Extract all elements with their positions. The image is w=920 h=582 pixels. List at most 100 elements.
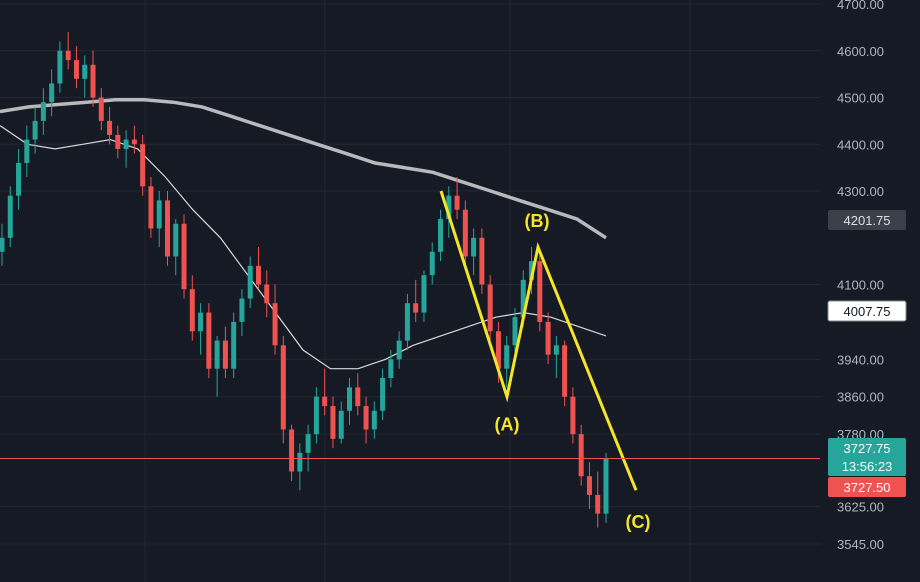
wave-line[interactable] (439, 190, 638, 491)
candle[interactable] (214, 335, 220, 397)
candle[interactable] (297, 443, 303, 491)
candle[interactable] (164, 191, 170, 266)
candle[interactable] (363, 396, 369, 444)
candle-body (570, 396, 576, 435)
candle-body (421, 275, 427, 313)
candle-body (446, 195, 452, 220)
candle[interactable] (24, 125, 30, 177)
candle[interactable] (487, 275, 493, 341)
candle[interactable] (98, 88, 104, 131)
candle[interactable] (173, 219, 179, 276)
candle[interactable] (107, 106, 113, 145)
candle-body (371, 410, 377, 430)
candle[interactable] (7, 186, 13, 248)
candle[interactable] (537, 251, 543, 332)
candle[interactable] (181, 214, 187, 299)
candle[interactable] (65, 32, 71, 70)
candle[interactable] (313, 387, 319, 444)
candle[interactable] (529, 247, 535, 294)
candle[interactable] (338, 401, 344, 444)
candle[interactable] (0, 223, 5, 266)
candle-body (454, 195, 460, 210)
wave-label: (C) (626, 512, 651, 532)
candle-body (471, 237, 477, 257)
candle[interactable] (438, 209, 444, 262)
candle[interactable] (322, 368, 328, 416)
candle[interactable] (404, 293, 410, 350)
candle[interactable] (504, 335, 510, 388)
candle-body (189, 289, 195, 332)
candle-body (429, 251, 435, 276)
candle[interactable] (454, 176, 460, 220)
candle[interactable] (32, 106, 38, 154)
candle[interactable] (388, 349, 394, 388)
candle-body (363, 406, 369, 430)
candle[interactable] (471, 228, 477, 276)
candle[interactable] (131, 125, 137, 154)
candle[interactable] (429, 242, 435, 285)
candle-body (504, 345, 510, 369)
candle[interactable] (198, 303, 204, 355)
candle[interactable] (16, 148, 22, 210)
candle[interactable] (222, 326, 228, 379)
candle[interactable] (413, 279, 419, 322)
candle[interactable] (462, 200, 468, 266)
candle[interactable] (239, 289, 245, 336)
candle[interactable] (562, 340, 568, 407)
candle[interactable] (73, 46, 79, 89)
candle[interactable] (115, 125, 121, 159)
candle[interactable] (305, 424, 311, 472)
candle[interactable] (156, 191, 162, 248)
candle-body (347, 387, 353, 411)
candle-body (49, 83, 55, 103)
candle[interactable] (82, 55, 88, 98)
candle[interactable] (206, 303, 212, 379)
candle-body (313, 396, 319, 435)
candle-body (438, 219, 444, 252)
candle[interactable] (578, 424, 584, 486)
candle[interactable] (189, 275, 195, 341)
candle[interactable] (49, 69, 55, 117)
price-tick-label: 4600.00 (837, 44, 884, 59)
candle[interactable] (421, 270, 427, 322)
candle[interactable] (545, 312, 551, 364)
candle[interactable] (553, 335, 559, 379)
elliott-wave[interactable]: (A) (B) (C) (439, 190, 651, 532)
candle-body (413, 303, 419, 313)
candle[interactable] (123, 130, 129, 168)
candle[interactable] (586, 462, 592, 509)
price-badge-bg (828, 210, 906, 230)
price-badges: 4201.75 4007.75 3727.75 13:56:23 3727.50 (827, 210, 907, 497)
candle[interactable] (396, 331, 402, 369)
candle[interactable] (371, 401, 377, 439)
candle-body (206, 312, 212, 369)
candle[interactable] (512, 307, 518, 360)
candle[interactable] (289, 424, 295, 481)
candle-body (40, 102, 46, 121)
price-badge: 4007.75 (827, 300, 907, 322)
candle[interactable] (603, 452, 609, 523)
candle[interactable] (247, 256, 253, 308)
candle[interactable] (140, 134, 146, 196)
candle[interactable] (479, 228, 485, 294)
candle[interactable] (355, 373, 361, 416)
candle[interactable] (272, 284, 278, 355)
candle[interactable] (280, 335, 286, 444)
candle[interactable] (330, 396, 336, 449)
candle[interactable] (347, 378, 353, 425)
candles[interactable] (0, 32, 609, 528)
candle[interactable] (40, 88, 46, 135)
candle[interactable] (570, 387, 576, 444)
price-badge-bg (828, 477, 906, 497)
candle[interactable] (148, 176, 154, 238)
candle[interactable] (231, 312, 237, 379)
candle-body (239, 298, 245, 322)
candle[interactable] (90, 50, 96, 107)
candle[interactable] (595, 471, 601, 528)
candle-body (537, 261, 543, 322)
candle[interactable] (57, 41, 63, 93)
candle[interactable] (264, 270, 270, 318)
candle[interactable] (255, 247, 261, 290)
candle[interactable] (380, 368, 386, 421)
